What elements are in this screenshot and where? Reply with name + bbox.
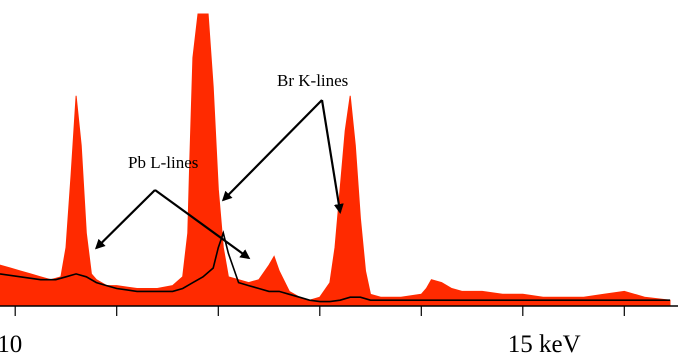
- x-axis-tick-labels: 10 15 keV: [0, 331, 581, 358]
- background-series-1: [0, 230, 670, 303]
- annotations: Pb L-lines Br K-lines: [128, 71, 348, 172]
- x-axis-ticks: [14, 306, 625, 316]
- annotation-br-k-lines: Br K-lines: [277, 71, 348, 90]
- x-tick-label-10: 10: [0, 331, 22, 358]
- x-tick-label-15: 15 keV: [508, 331, 581, 358]
- arrow-pb-l-lines-1: [94, 189, 156, 250]
- annotation-pb-l-lines: Pb L-lines: [128, 153, 198, 172]
- arrow-br-k-lines-1: [221, 99, 323, 202]
- annotation-arrows: [94, 99, 344, 260]
- arrow-pb-l-lines-2: [154, 189, 251, 260]
- plot-area: [0, 13, 671, 307]
- arrow-br-k-lines-2: [320, 99, 344, 214]
- spectrum-series-0: [0, 13, 671, 307]
